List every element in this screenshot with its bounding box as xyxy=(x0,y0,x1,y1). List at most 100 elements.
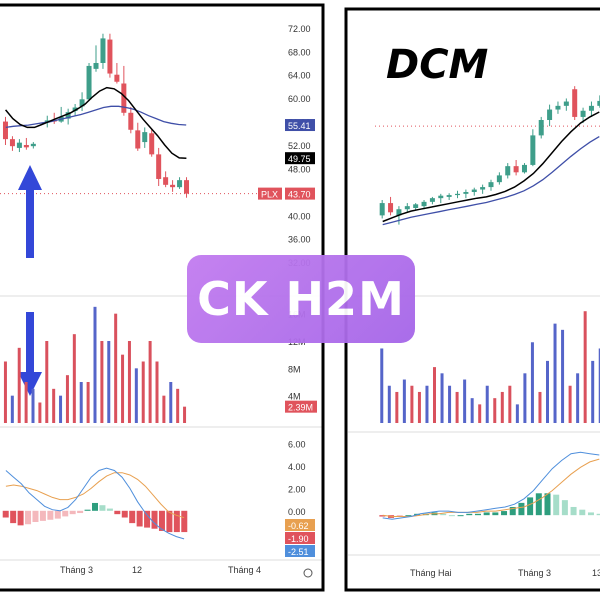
ticker-tag: PLX xyxy=(261,190,278,200)
macd-axis-tick: 0.00 xyxy=(288,507,306,517)
candle-body xyxy=(580,110,586,117)
right-panel: Tháng Hai Tháng 3 13 xyxy=(348,86,600,578)
macd-label: -1.90 xyxy=(288,534,309,544)
macd-label-box xyxy=(285,532,315,544)
volume-bar xyxy=(148,341,152,423)
price-axis-tick: 36.00 xyxy=(288,235,311,245)
macd-histogram-bar xyxy=(535,493,542,516)
volume-bar xyxy=(402,379,406,423)
candle-body xyxy=(107,39,113,74)
candle-body xyxy=(496,175,502,183)
volume-bar xyxy=(508,385,512,423)
candle-body xyxy=(65,112,71,119)
macd-histogram-bar xyxy=(69,510,76,515)
candle-body xyxy=(488,182,494,188)
volume-axis-tick: 4M xyxy=(288,392,301,402)
macd-histogram-bar xyxy=(440,513,447,516)
candle-body xyxy=(379,203,385,216)
volume-bar xyxy=(17,347,21,423)
volume-bar xyxy=(134,368,138,423)
candle-body xyxy=(530,135,536,165)
volume-bar xyxy=(538,391,542,423)
volume-bar xyxy=(478,404,482,423)
candle-body xyxy=(396,209,402,216)
x-axis-tick: 12 xyxy=(132,565,142,575)
volume-bar xyxy=(93,306,97,423)
candle-body xyxy=(30,143,36,147)
macd-histogram-bar xyxy=(544,493,551,516)
macd-histogram-bar xyxy=(32,510,39,522)
price-label-box xyxy=(285,119,315,132)
candle-body xyxy=(421,201,427,207)
volume-bar xyxy=(141,361,145,423)
candle-body xyxy=(547,109,553,120)
candle-body xyxy=(156,154,162,179)
price-label: 43.70 xyxy=(288,190,311,200)
macd-histogram-bar xyxy=(39,510,46,521)
candle-body xyxy=(455,193,461,196)
candle-body xyxy=(16,142,22,148)
macd-histogram-bar xyxy=(25,510,32,525)
macd-histogram-bar xyxy=(54,510,61,519)
macd-label: -2.51 xyxy=(288,547,309,557)
volume-bar xyxy=(433,367,436,423)
volume-bar xyxy=(114,313,118,423)
volume-bar xyxy=(24,382,28,423)
candle-body xyxy=(135,130,141,149)
volume-label-box xyxy=(285,400,317,413)
ticker-tag-box xyxy=(258,187,282,200)
candle-body xyxy=(563,101,569,106)
volume-bar xyxy=(169,382,173,423)
candle-body xyxy=(597,100,600,106)
macd-label: -0.62 xyxy=(288,521,309,531)
candle-body xyxy=(404,206,410,210)
candle-body xyxy=(438,195,444,199)
macd-histogram-bar xyxy=(47,510,54,520)
candle-body xyxy=(480,187,486,190)
macd-histogram-bar xyxy=(2,510,9,518)
candle-body xyxy=(446,195,452,197)
macd-histogram-bar xyxy=(114,510,121,515)
volume-bar xyxy=(79,382,83,423)
volume-bar xyxy=(31,388,35,423)
candle-body xyxy=(163,177,169,185)
candle-body xyxy=(555,105,561,110)
macd-histogram-bar xyxy=(92,502,98,511)
moving-average-fast-line xyxy=(5,86,187,159)
candle-body xyxy=(538,120,544,136)
macd-histogram-bar xyxy=(173,510,180,533)
macd-axis-tick: 4.00 xyxy=(288,462,306,472)
price-label-box xyxy=(285,152,315,165)
settings-icon xyxy=(303,568,313,578)
volume-bar xyxy=(127,341,131,423)
x-axis-tick: Tháng Hai xyxy=(410,568,452,578)
volume-bar xyxy=(500,391,504,423)
candle-body xyxy=(413,204,419,208)
x-axis-tick: Tháng 3 xyxy=(60,565,93,575)
volume-bar xyxy=(493,398,497,423)
macd-histogram-bar xyxy=(84,509,91,511)
macd-histogram-bar xyxy=(121,510,128,518)
volume-bar xyxy=(470,398,474,423)
volume-bar xyxy=(45,341,49,423)
macd-axis-tick: 6.00 xyxy=(288,440,306,450)
candle-body xyxy=(463,192,469,194)
volume-bar xyxy=(107,341,111,423)
volume-bar xyxy=(455,391,459,423)
moving-average-fast-line xyxy=(382,111,600,223)
volume-bar xyxy=(561,329,565,423)
macd-histogram-bar xyxy=(62,510,69,517)
volume-bar xyxy=(448,385,452,423)
candle-body xyxy=(505,166,511,176)
volume-bar xyxy=(568,385,572,423)
macd-histogram-bar xyxy=(136,510,143,527)
macd-histogram-bar xyxy=(144,510,151,528)
volume-bar xyxy=(530,342,534,423)
candle-body xyxy=(513,166,519,173)
volume-bar xyxy=(380,348,384,423)
volume-bar xyxy=(162,395,166,423)
price-axis-tick: 64.00 xyxy=(288,71,311,81)
volume-axis-tick: 8M xyxy=(288,364,301,374)
macd-histogram-bar xyxy=(396,515,403,517)
candle-body xyxy=(23,145,29,148)
